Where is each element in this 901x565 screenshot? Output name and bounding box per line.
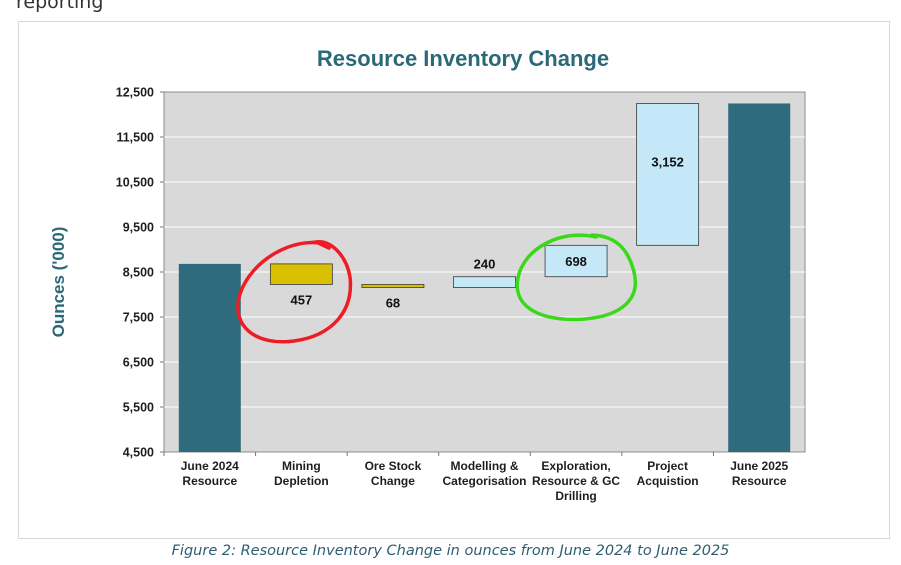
y-tick-label: 12,500 <box>116 86 154 100</box>
figure-caption: Figure 2: Resource Inventory Change in o… <box>171 543 730 559</box>
y-tick-label: 11,500 <box>116 131 154 145</box>
y-tick-label: 4,500 <box>123 446 154 460</box>
green-annotation-circle <box>515 233 638 322</box>
y-tick-label: 7,500 <box>123 311 154 325</box>
chart-title: Resource Inventory Change <box>317 46 609 71</box>
y-tick-label: 10,500 <box>116 176 154 190</box>
bar-value-label: 457 <box>291 292 313 307</box>
annotations <box>236 233 638 344</box>
clipped-heading-text: reporting <box>16 0 104 13</box>
x-tick-label: Ore Stock Change <box>365 459 422 488</box>
bar <box>728 103 791 452</box>
bar-value-label: 240 <box>474 257 496 272</box>
y-tick-label: 8,500 <box>123 266 154 280</box>
chart-frame: Resource Inventory Change 4,500 5,500 6,50… <box>18 21 890 539</box>
x-tick-label: Project Acquistion <box>637 459 699 488</box>
bars: 457 68 240 698 3,152 <box>178 103 791 452</box>
bar <box>544 244 608 278</box>
y-axis-label: Ounces ('000) <box>49 227 68 338</box>
bar <box>269 263 333 285</box>
x-tick-label: Modelling & Categorisation <box>442 459 526 488</box>
x-tick-label: Mining Depletion <box>274 459 329 488</box>
waterfall-chart: Resource Inventory Change 4,500 5,500 6,50… <box>49 46 806 503</box>
bar <box>636 103 700 246</box>
bar-value-label: 68 <box>386 296 400 311</box>
bar <box>361 284 425 288</box>
bar-value-label: 3,152 <box>651 154 684 169</box>
x-tick-label: June 2024 Resource <box>181 459 239 488</box>
x-axis-labels: June 2024 Resource Mining Depletion Ore Stoc… <box>163 452 789 503</box>
x-tick-label: June 2025 Resource <box>730 459 788 488</box>
y-tick-label: 9,500 <box>123 221 154 235</box>
bar <box>453 276 516 288</box>
bar-value-label: 698 <box>565 254 587 269</box>
x-tick-label: Exploration, Resource & GC Drilling <box>532 459 620 503</box>
bar <box>178 263 241 452</box>
y-tick-label: 6,500 <box>123 356 154 370</box>
y-tick-label: 5,500 <box>123 401 154 415</box>
red-annotation-circle <box>236 240 353 344</box>
y-axis-ticks: 4,500 5,500 6,500 7,500 8,500 9,500 10,500 11,5… <box>116 86 164 460</box>
